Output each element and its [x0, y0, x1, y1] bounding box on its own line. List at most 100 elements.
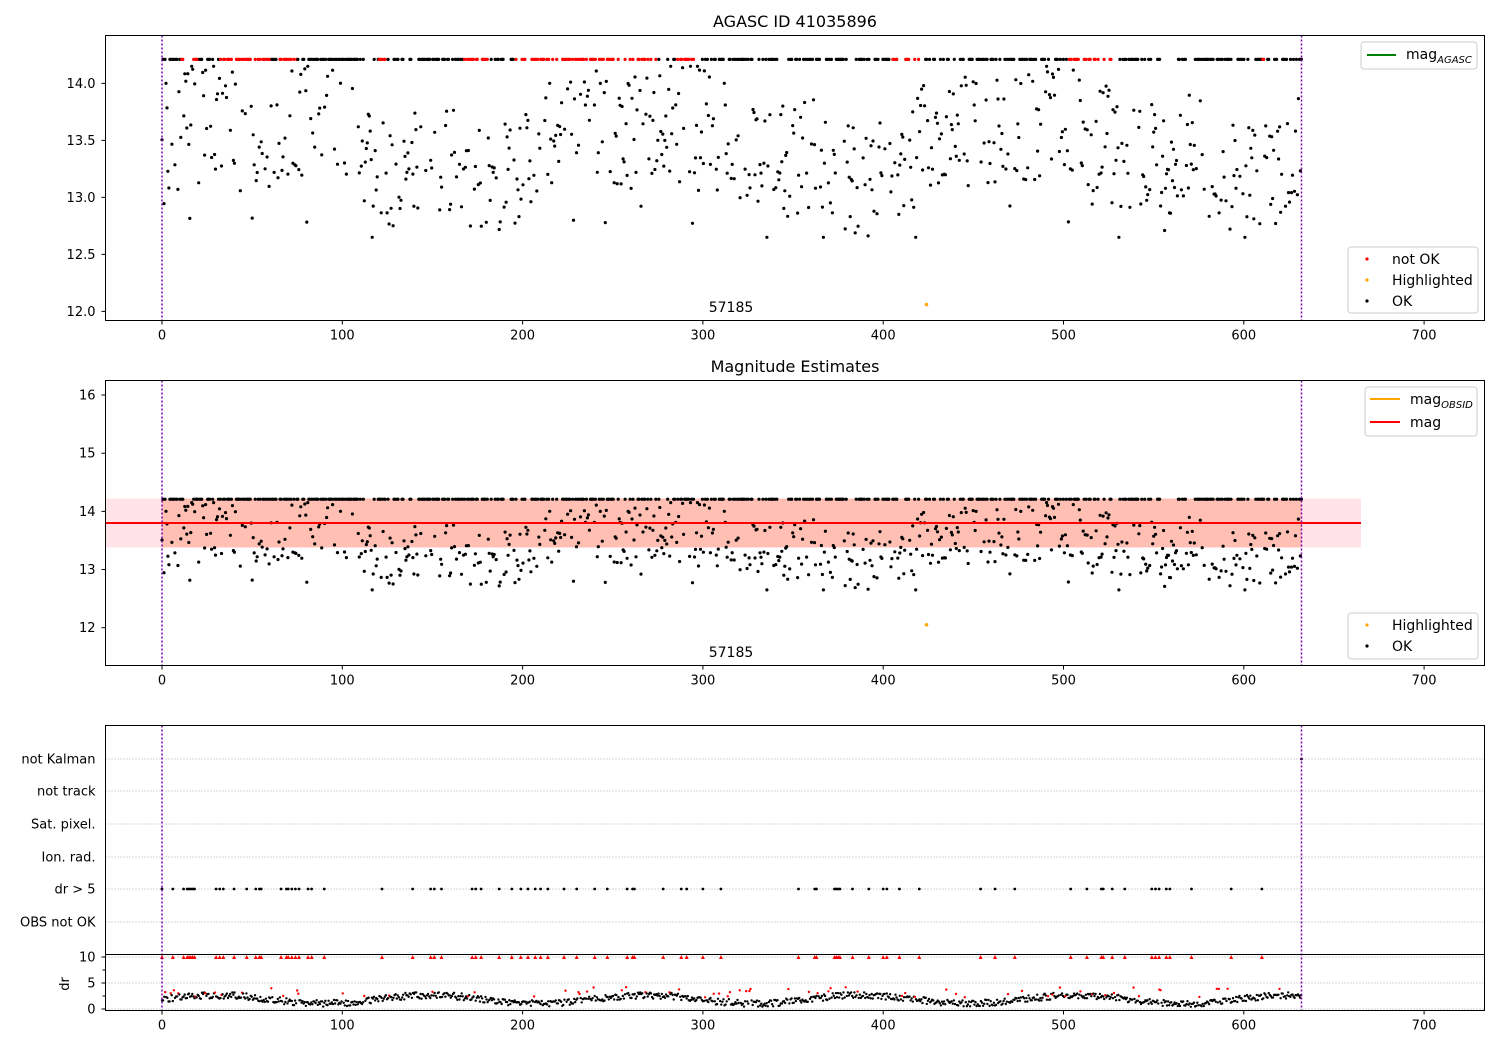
data-point: [1031, 79, 1035, 83]
dr-point: [1177, 1002, 1181, 1006]
data-point: [648, 114, 652, 118]
data-point: [325, 515, 329, 520]
data-point: [550, 560, 554, 564]
data-point: [959, 84, 963, 88]
x-tick-label: 600: [1231, 1019, 1256, 1034]
data-point: [265, 155, 269, 159]
dr-point: [877, 996, 880, 1000]
dr-point: [517, 1001, 521, 1004]
dr-point: [1103, 997, 1106, 1001]
data-point: [663, 138, 667, 142]
dr-point: [1186, 1000, 1189, 1003]
dr-point: [1038, 999, 1041, 1002]
panel1-frame: [105, 35, 1485, 321]
dr-point: [846, 991, 850, 994]
data-point: [901, 537, 905, 541]
data-point: [851, 126, 855, 130]
data-point: [1174, 158, 1179, 163]
data-point: [451, 108, 456, 112]
data-point: [1066, 220, 1070, 224]
data-point: [1173, 162, 1178, 166]
dr-point: [720, 1003, 723, 1006]
dr-point: [867, 996, 870, 999]
panel2-title: Magnitude Estimates: [711, 357, 880, 376]
data-point: [697, 68, 702, 72]
dr-point: [1089, 992, 1092, 996]
dr-point: [391, 998, 394, 1002]
data-point: [851, 532, 855, 536]
dr-point: [1078, 993, 1081, 996]
dr-point: [702, 999, 706, 1003]
data-point: [632, 538, 636, 542]
dr-point: [799, 999, 802, 1002]
data-point: [612, 181, 616, 185]
dr-point: [985, 998, 988, 1002]
data-point: [964, 83, 968, 87]
data-point: [1163, 228, 1167, 233]
x-tick-label: 100: [330, 1019, 355, 1034]
dr-point: [941, 1002, 945, 1005]
data-point: [628, 497, 632, 501]
data-point: [1175, 194, 1179, 198]
data-point: [1295, 566, 1299, 570]
dr-point: [953, 1002, 957, 1006]
data-point: [708, 162, 713, 166]
data-point: [324, 57, 328, 62]
data-point: [210, 547, 214, 551]
legend-marker-ok: [1365, 644, 1369, 648]
data-point: [549, 137, 553, 141]
dr-point: [992, 1001, 996, 1004]
data-point: [856, 224, 860, 228]
data-point: [267, 562, 271, 566]
data-point: [1200, 546, 1204, 550]
data-point: [1186, 186, 1190, 190]
data-point: [1116, 146, 1120, 150]
dr-point: [616, 998, 619, 1001]
data-point: [205, 126, 209, 131]
data-point: [1142, 174, 1146, 179]
data-point: [756, 199, 760, 203]
dr-point: [397, 996, 401, 999]
panel2-marks: [105, 380, 1361, 666]
x-tick-label: 200: [510, 1019, 535, 1034]
data-point: [949, 123, 954, 127]
data-point: [732, 558, 736, 562]
legend-label-ok: OK: [1392, 639, 1413, 655]
data-point: [928, 561, 933, 565]
data-point: [325, 93, 329, 97]
data-point: [798, 57, 802, 62]
data-point: [1275, 497, 1279, 501]
data-point: [955, 113, 959, 117]
dr-point: [458, 998, 461, 1001]
data-point: [391, 224, 395, 228]
data-point: [708, 551, 713, 555]
flag-point: [254, 887, 258, 891]
data-point: [203, 153, 207, 157]
data-point: [1150, 103, 1154, 107]
data-point: [817, 57, 822, 62]
data-point: [966, 184, 970, 188]
flag-point: [510, 887, 514, 891]
dr-point: [816, 992, 819, 995]
data-point: [1163, 186, 1168, 190]
dr-point: [594, 999, 597, 1002]
data-point: [765, 235, 769, 239]
data-point: [791, 531, 795, 535]
data-point: [272, 170, 276, 174]
data-point: [1094, 119, 1098, 123]
data-point: [584, 57, 589, 62]
data-point: [1277, 157, 1281, 161]
dr-point: [430, 994, 433, 997]
data-point: [524, 113, 528, 117]
data-point: [1202, 563, 1206, 568]
data-point: [688, 501, 693, 505]
data-point: [1057, 544, 1061, 548]
data-point: [163, 497, 167, 501]
legend-label-mag: mag: [1410, 415, 1441, 431]
dr-point: [455, 996, 458, 999]
data-point: [424, 168, 428, 173]
data-point: [587, 528, 592, 532]
dr-point: [1208, 1003, 1211, 1006]
dr-point: [1244, 999, 1248, 1003]
data-point: [189, 531, 193, 535]
